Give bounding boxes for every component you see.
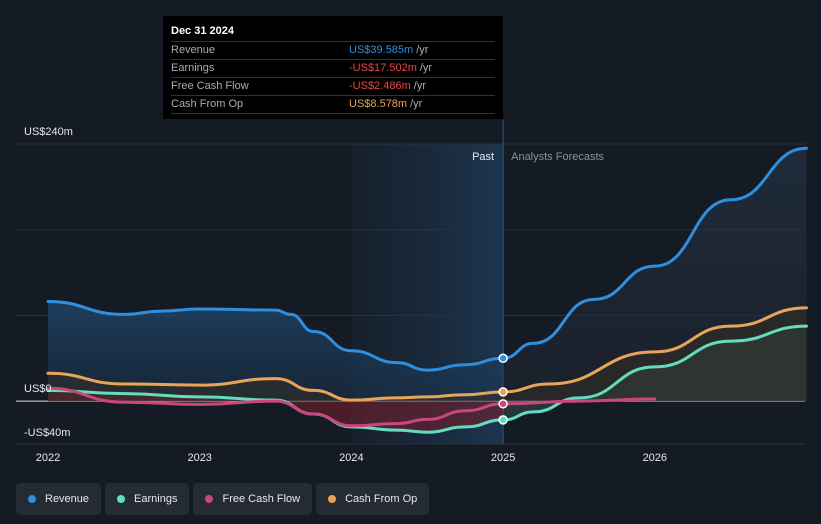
forecast-label: Analysts Forecasts	[511, 151, 604, 163]
legend-label: Cash From Op	[345, 493, 418, 505]
tooltip-unit: /yr	[416, 44, 429, 56]
legend-item-free-cash-flow[interactable]: Free Cash Flow	[193, 483, 313, 515]
tooltip-value: -US$2.486m	[349, 80, 411, 92]
tooltip-value: -US$17.502m	[349, 62, 417, 74]
revenue-area-forecast	[503, 148, 807, 402]
tooltip-date: Dec 31 2024	[171, 25, 234, 37]
legend-dot-icon	[205, 495, 214, 503]
earnings-area-forecast	[503, 326, 807, 420]
legend-dot-icon	[328, 495, 337, 503]
cash-from-op-marker	[498, 387, 508, 397]
tooltip: Dec 31 2024 Revenue US$39.585m /yr Earni…	[163, 16, 503, 119]
y-axis-label: -US$40m	[24, 427, 70, 439]
legend-label: Earnings	[134, 493, 178, 505]
tooltip-label: Revenue	[171, 44, 216, 56]
x-axis-label: 2023	[187, 452, 211, 464]
legend-item-earnings[interactable]: Earnings	[105, 483, 190, 515]
tooltip-unit: /yr	[410, 98, 423, 110]
tooltip-label: Earnings	[171, 62, 215, 74]
tooltip-label: Free Cash Flow	[171, 80, 249, 92]
earnings-marker	[498, 415, 508, 425]
tooltip-value: US$39.585m	[349, 44, 414, 56]
legend-dot-icon	[28, 495, 36, 503]
legend-dot-icon	[117, 495, 126, 503]
free-cash-flow-line	[46, 386, 657, 428]
tooltip-label: Cash From Op	[171, 98, 244, 110]
x-axis-label: 2024	[339, 452, 363, 464]
revenue-area-past	[48, 301, 504, 402]
tooltip-row-earnings: Earnings -US$17.502m /yr	[171, 59, 495, 77]
tooltip-unit: /yr	[419, 62, 433, 74]
revenue-marker	[498, 353, 508, 364]
y-axis-label: US$240m	[24, 126, 73, 138]
free-cash-flow-marker	[498, 399, 508, 409]
legend: Revenue Earnings Free Cash Flow Cash Fro…	[16, 483, 430, 515]
tooltip-row-free-cash-flow: Free Cash Flow -US$2.486m /yr	[171, 77, 495, 95]
tooltip-row-cash-from-op: Cash From Op US$8.578m /yr	[171, 95, 495, 114]
cash-from-op-line	[46, 306, 808, 402]
y-axis-label: US$0	[24, 383, 52, 395]
x-axis-label: 2022	[36, 452, 60, 464]
past-label: Past	[472, 151, 494, 163]
legend-item-cash-from-op[interactable]: Cash From Op	[316, 483, 430, 515]
earnings-line	[46, 324, 808, 434]
legend-label: Free Cash Flow	[222, 493, 301, 505]
cash-from-op-area-forecast	[503, 307, 807, 402]
tooltip-row-revenue: Revenue US$39.585m /yr	[171, 41, 495, 59]
tooltip-value: US$8.578m	[349, 98, 408, 110]
tooltip-unit: /yr	[413, 80, 426, 92]
earnings-area-past	[48, 390, 504, 433]
x-axis-label: 2026	[643, 452, 667, 464]
revenue-line	[46, 146, 808, 372]
x-axis-label: 2025	[491, 452, 515, 464]
legend-item-revenue[interactable]: Revenue	[16, 483, 102, 515]
legend-label: Revenue	[45, 493, 90, 505]
